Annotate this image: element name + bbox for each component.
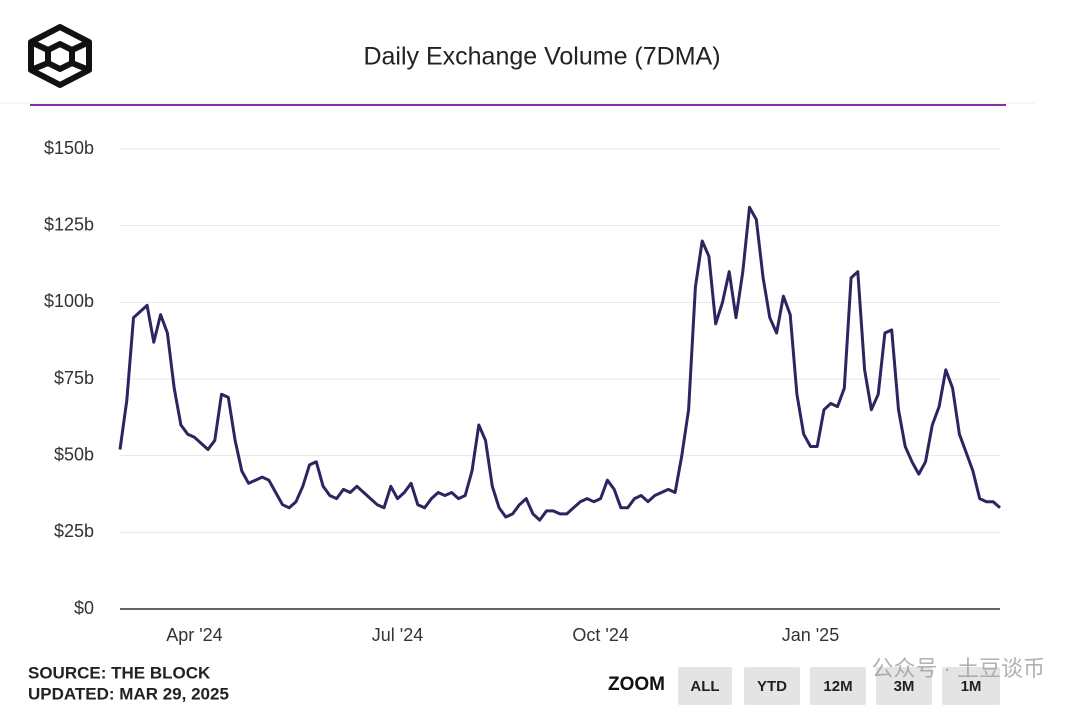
zoom-button[interactable]: 12M [810,667,866,705]
y-tick-label: $150b [44,138,94,158]
chart-title: Daily Exchange Volume (7DMA) [363,43,720,71]
zoom-button[interactable]: 3M [876,667,932,705]
zoom-button-bg [876,667,932,705]
logo [28,24,92,88]
y-tick-label: $75b [54,368,94,388]
zoom-button-label: YTD [757,678,787,695]
x-tick-label: Apr '24 [166,625,222,645]
x-tick-label: Jan '25 [782,625,839,645]
zoom-button-bg [678,667,732,705]
zoom-button-label: 3M [894,678,915,695]
y-tick-label: $0 [74,598,94,618]
zoom-button-label: ALL [690,678,719,695]
y-tick-label: $125b [44,214,94,234]
source: SOURCE: THE BLOCK [28,663,211,682]
updated: UPDATED: MAR 29, 2025 [28,684,229,703]
zoom-button[interactable]: ALL [678,667,732,705]
data-line [118,205,1002,522]
zoom-label: ZOOM [608,674,665,695]
zoom-button[interactable]: 1M [942,667,1000,705]
x-tick-label: Jul '24 [372,625,423,645]
zoom-button-bg [942,667,1000,705]
zoom-button-label: 12M [823,678,852,695]
zoom-button[interactable]: YTD [744,667,800,705]
zoom-button-bg [744,667,800,705]
plot-area: $0 $25b $50b $75b $100b $125b $150b Apr '24 Jul … [44,138,1002,645]
y-tick-label: $50b [54,444,94,464]
zoom-button-label: 1M [961,678,982,695]
y-tick-label: $100b [44,291,94,311]
zoom-button-bg [810,667,866,705]
zoom-buttons: ALL YTD 12M 3M 1M [678,667,1000,705]
x-tick-label: Oct '24 [572,625,628,645]
watermark: 公众号 · 土豆谈币 [871,656,1045,681]
y-tick-label: $25b [54,521,94,541]
